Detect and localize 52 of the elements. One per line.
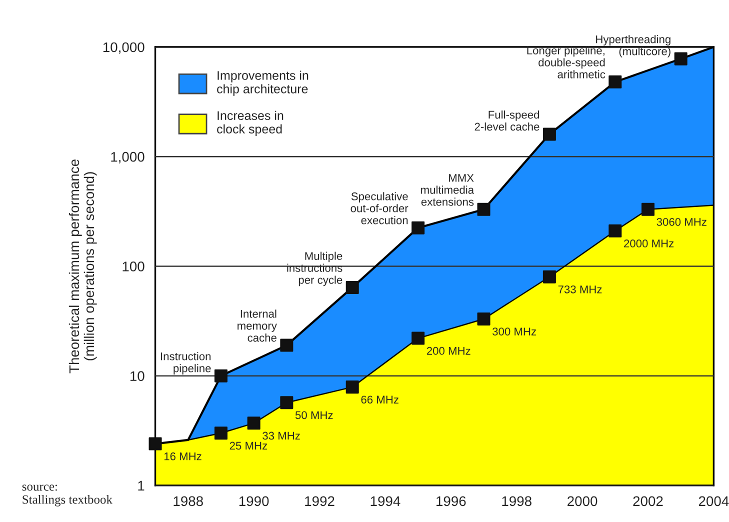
point — [148, 437, 162, 450]
x-tick-label: 1996 — [436, 496, 466, 506]
annotation: 300 MHz — [492, 328, 536, 336]
annotation: Instruction pipeline — [161, 352, 211, 374]
x-tick-label: 1990 — [239, 496, 269, 506]
annotation: Full-speed 2-level cache — [474, 110, 540, 131]
annotation: 50 MHz — [295, 411, 333, 420]
point — [214, 426, 228, 440]
x-tick-label: 1988 — [174, 496, 203, 506]
annotation: 200 MHz — [426, 346, 470, 355]
legend-label: Increases in clock speed — [217, 110, 284, 136]
point — [346, 380, 359, 394]
y-tick-label: 10,000 — [103, 42, 144, 54]
y-tick-label: 1 — [138, 480, 144, 490]
point — [346, 280, 359, 294]
annotation: Speculative out-of-order execution — [350, 192, 408, 224]
annotation: MMX multimedia extensions — [421, 174, 474, 206]
point — [280, 338, 294, 352]
point — [542, 128, 556, 141]
y-tick-label: 1,000 — [111, 152, 144, 164]
annotation: 3060 MHz — [656, 218, 706, 226]
x-tick-label: 2000 — [568, 496, 598, 506]
point — [608, 75, 622, 88]
point — [214, 369, 228, 382]
point — [674, 52, 688, 66]
annotation: 16 MHz — [164, 452, 202, 460]
annotation: 66 MHz — [361, 396, 398, 404]
x-tick-label: 2004 — [698, 496, 729, 506]
annotation: Internal memory cache — [238, 310, 277, 342]
point — [608, 224, 622, 238]
point — [641, 202, 654, 216]
x-tick-label: 1992 — [305, 496, 334, 506]
point — [477, 312, 490, 326]
y-tick-label: 10 — [130, 371, 144, 382]
annotation: Longer pipeline, double-speed arithmetic — [527, 46, 606, 78]
point — [412, 332, 425, 345]
source-note: source: Stallings textbook — [22, 484, 112, 506]
point — [280, 396, 294, 410]
point — [412, 221, 425, 234]
y-tick-label: 100 — [122, 262, 144, 272]
annotation: 33 MHz — [262, 432, 300, 440]
annotation: 733 MHz — [558, 285, 602, 294]
y-axis-title: Theoretical maximum performance (million operations per second) — [68, 160, 97, 374]
legend-label: Improvements in chip architecture — [217, 70, 308, 96]
point — [477, 202, 490, 216]
x-tick-label: 1998 — [502, 496, 532, 506]
x-tick-label: 2002 — [633, 496, 663, 506]
point — [542, 270, 556, 284]
x-tick-label: 1994 — [370, 496, 400, 506]
annotation: 2000 MHz — [624, 240, 674, 248]
point — [247, 416, 260, 430]
annotation: 25 MHz — [230, 442, 268, 450]
